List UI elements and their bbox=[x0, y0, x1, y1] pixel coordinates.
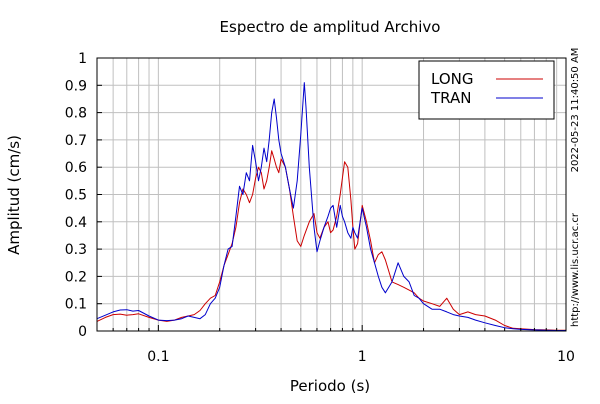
x-tick-label: 0.1 bbox=[147, 349, 169, 365]
series-layer bbox=[96, 82, 566, 331]
y-tick-label: 0 bbox=[78, 324, 87, 340]
x-tick-label: 1 bbox=[358, 349, 367, 365]
y-tick-label: 0.8 bbox=[65, 106, 87, 122]
y-tick-label: 0.3 bbox=[65, 242, 87, 258]
grid-layer bbox=[96, 57, 566, 332]
url-label: http://www.lis.ucr.ac.cr bbox=[570, 212, 581, 327]
y-tick-label: 0.9 bbox=[65, 78, 87, 94]
y-tick-label: 1 bbox=[78, 51, 87, 67]
y-tick-label: 0.4 bbox=[65, 215, 87, 231]
y-tick-label: 0.5 bbox=[65, 188, 87, 204]
chart-title: Espectro de amplitud Archivo bbox=[220, 18, 441, 36]
x-axis-title: Periodo (s) bbox=[290, 377, 370, 395]
y-tick-label: 0.2 bbox=[65, 269, 87, 285]
y-axis-title: Amplitud (cm/s) bbox=[5, 135, 23, 255]
legend-label-long: LONG bbox=[431, 70, 473, 88]
legend-box bbox=[418, 60, 555, 120]
x-tick-label: 10 bbox=[557, 349, 575, 365]
legend-label-tran: TRAN bbox=[430, 89, 471, 107]
series-line-long bbox=[96, 150, 566, 331]
y-tick-label: 0.6 bbox=[65, 160, 87, 176]
y-tick-label: 0.7 bbox=[65, 133, 87, 149]
y-tick-label: 0.1 bbox=[65, 297, 87, 313]
timestamp-label: 2022-05-23 11:40:50 AM bbox=[570, 48, 581, 173]
series-line-tran bbox=[96, 82, 566, 331]
tick-layer: 0 0.1 0.2 0.3 0.4 0.5 0.6 0.7 0.8 0.9 1 0.1 1 10 bbox=[65, 51, 575, 365]
